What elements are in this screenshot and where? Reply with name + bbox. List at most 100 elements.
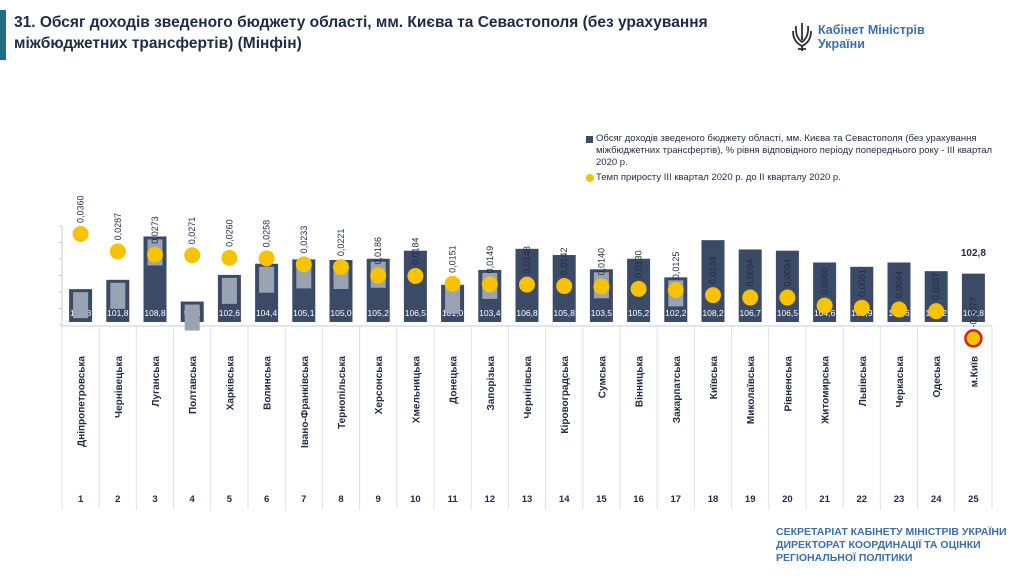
dot-value-label: 0,0037 [931, 273, 941, 301]
rank-label: 11 [448, 494, 459, 505]
value-label-box [73, 292, 89, 319]
footer-line3: РЕГІОНАЛЬНОЇ ПОЛІТИКИ [776, 552, 913, 564]
dot-value-label: 0,0233 [299, 226, 309, 254]
title-accent-bar [0, 10, 6, 60]
value-label-box [259, 266, 275, 293]
bar [961, 273, 985, 322]
category-label: Луганська [151, 356, 162, 407]
value-label-box [221, 277, 237, 304]
bar-value-label: 102,6 [219, 308, 241, 318]
dot-value-label: 0,0051 [857, 269, 867, 297]
category-label: Дніпропетровська [77, 356, 88, 447]
bar-value-label: 106,5 [405, 308, 427, 318]
category-label: Кіровоградська [560, 356, 571, 434]
category-label: Рівненська [783, 356, 794, 412]
page-title: 31. Обсяг доходів зведеного бюджету обла… [14, 14, 708, 52]
rank-label: 21 [819, 494, 830, 505]
dot-marker [258, 250, 275, 267]
footer: СЕКРЕТАРІАТ КАБІНЕТУ МІНІСТРІВ УКРАЇНИ Д… [776, 526, 1007, 565]
legend-bar-label: Обсяг доходів зведеного бюджету області,… [596, 133, 993, 168]
legend-entry-dots: Темп приросту ІІІ квартал 2020 р. до ІІ … [586, 172, 1006, 184]
bar-value-label: 105,1 [293, 308, 315, 318]
dot-value-label: 0,0287 [113, 213, 123, 241]
category-label: Запорізька [486, 356, 497, 411]
dot-value-label: 0,0148 [522, 246, 532, 274]
bar [403, 250, 427, 322]
dot-value-label: 0,0149 [485, 246, 495, 274]
dot-marker [72, 225, 89, 242]
category-label: Одеська [932, 356, 943, 398]
bar-value-label: 108,2 [702, 308, 724, 318]
rank-label: 18 [708, 494, 719, 505]
dot-marker [444, 275, 461, 292]
footer-line1: СЕКРЕТАРІАТ КАБІНЕТУ МІНІСТРІВ УКРАЇНИ [776, 526, 1007, 538]
category-label: Львівська [858, 356, 869, 407]
dot-value-label: 0,0184 [410, 237, 420, 265]
legend-dot-label: Темп приросту ІІІ квартал 2020 р. до ІІ … [596, 172, 841, 183]
category-label: Закарпатська [672, 356, 683, 424]
bar [738, 249, 762, 322]
dot-marker [109, 243, 126, 260]
legend-dot-swatch [586, 174, 594, 182]
bar-value-label: 104,4 [256, 308, 278, 318]
dot-marker [891, 301, 907, 318]
dot-marker [593, 278, 610, 295]
dot-value-label: 0,0142 [559, 248, 569, 276]
dot-marker [853, 299, 870, 316]
bar-value-label: 105,2 [628, 308, 650, 318]
dot-value-label: 0,0221 [336, 229, 346, 257]
dot-value-label: 0,0094 [745, 259, 755, 287]
rank-label: 1 [78, 494, 84, 505]
category-label: Чернівецька [114, 356, 125, 418]
category-label: Чернігівська [523, 356, 534, 419]
bar-value-label: 103,5 [591, 308, 613, 318]
rank-label: 7 [301, 494, 306, 505]
category-label: Донецька [449, 356, 460, 404]
dot-marker [333, 259, 349, 276]
dot-value-label: 0,0130 [634, 250, 644, 278]
dot-value-label: 0,0260 [224, 219, 234, 247]
rank-label: 13 [522, 494, 533, 505]
bar-value-label: 105,0 [330, 308, 352, 318]
category-label: Черкаська [895, 356, 906, 408]
rank-label: 2 [115, 494, 120, 505]
logo: Кабінет Міністрів України [792, 22, 952, 56]
logo-text: Кабінет Міністрів України [818, 23, 925, 51]
rank-label: 4 [190, 494, 196, 505]
dot-value-label: 0,0060 [820, 267, 830, 295]
legend-bar-swatch [586, 136, 593, 143]
rank-label: 12 [485, 494, 496, 505]
bar-value-label: 102,2 [665, 308, 687, 318]
dot-marker [705, 287, 721, 304]
value-label-box [445, 287, 461, 314]
rank-label: 16 [633, 494, 644, 505]
dot-value-label: 0,0360 [76, 195, 86, 223]
category-label: Тернопільська [337, 356, 348, 429]
rank-label: 6 [264, 494, 269, 505]
rank-label: 23 [894, 494, 905, 505]
rank-label: 15 [596, 494, 607, 505]
bar-value-label: 105,2 [368, 308, 390, 318]
highlight-value-label: 102,8 [961, 248, 986, 259]
category-label: Харківська [225, 356, 236, 411]
dot-value-label: 0,0044 [894, 271, 904, 299]
dot-value-label: 0,0271 [187, 217, 197, 245]
legend-entry-bars: Обсяг доходів зведеного бюджету області,… [586, 133, 1006, 169]
category-label: Житомирська [821, 356, 832, 425]
rank-label: 19 [745, 494, 756, 505]
dot-value-label: 0,0258 [262, 220, 272, 248]
bar-value-label: 102,8 [963, 308, 985, 318]
rank-label: 20 [782, 494, 793, 505]
logo-text-line1: Кабінет Міністрів [818, 23, 925, 37]
rank-label: 24 [931, 494, 942, 505]
dot-marker [556, 278, 573, 295]
footer-line2: ДИРЕКТОРАТ КООРДИНАЦІЇ ТА ОЦІНКИ [776, 539, 981, 551]
dot-marker [742, 289, 759, 306]
bar [775, 250, 799, 322]
bar-value-label: 106,7 [740, 308, 762, 318]
dot-marker [407, 268, 424, 285]
dot-marker [816, 297, 833, 314]
dot-marker [370, 267, 387, 284]
dot-value-label: 0,0140 [596, 248, 606, 276]
